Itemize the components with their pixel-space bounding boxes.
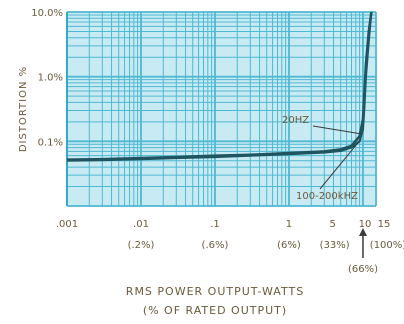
grid xyxy=(66,11,377,207)
x-tick-percent-label: (6%) xyxy=(277,240,301,251)
annotations: (66%) 20HZ 100-200kHZ xyxy=(282,115,378,275)
x-tick-label: 1 xyxy=(286,219,292,230)
series-leader-100-200khz xyxy=(319,138,362,190)
x-tick-percent-label: (33%) xyxy=(320,240,350,251)
x-axis-sublabel: (% OF RATED OUTPUT) xyxy=(143,304,287,317)
y-tick-labels: 10.0% 1.0% 0.1% xyxy=(31,8,63,148)
x-axis-label: RMS POWER OUTPUT-WATTS xyxy=(126,285,304,298)
y-axis-label: DISTORTION % xyxy=(18,66,29,152)
marker-percent-label: (66%) xyxy=(348,264,378,275)
x-tick-label: .001 xyxy=(56,219,78,230)
x-tick-label: .1 xyxy=(210,219,220,230)
y-tick-label: 0.1% xyxy=(38,137,63,148)
series-group xyxy=(66,11,373,162)
x-tick-label: .01 xyxy=(133,219,149,230)
x-tick-label: 15 xyxy=(378,219,391,230)
series-leader-20hz xyxy=(312,125,363,135)
y-tick-label: 1.0% xyxy=(38,73,63,84)
x-tick-percent-label: (100%) xyxy=(370,240,404,251)
x-tick-labels: .001 .01 (.2%) .1 (.6%) 1 (6%) 5 (33%) 10 15 (100%) xyxy=(56,219,404,251)
series-label-20hz: 20HZ xyxy=(282,115,309,126)
x-tick-percent-label: (.6%) xyxy=(202,240,229,251)
x-tick-label: 5 xyxy=(330,219,336,230)
marker-arrow-head xyxy=(358,228,367,236)
series-line-100-200khz xyxy=(66,11,373,162)
y-tick-label: 10.0% xyxy=(31,8,63,19)
x-tick-label: 10 xyxy=(359,219,372,230)
x-tick-percent-label: (.2%) xyxy=(128,240,155,251)
series-label-100-200khz: 100-200kHZ xyxy=(296,191,358,202)
